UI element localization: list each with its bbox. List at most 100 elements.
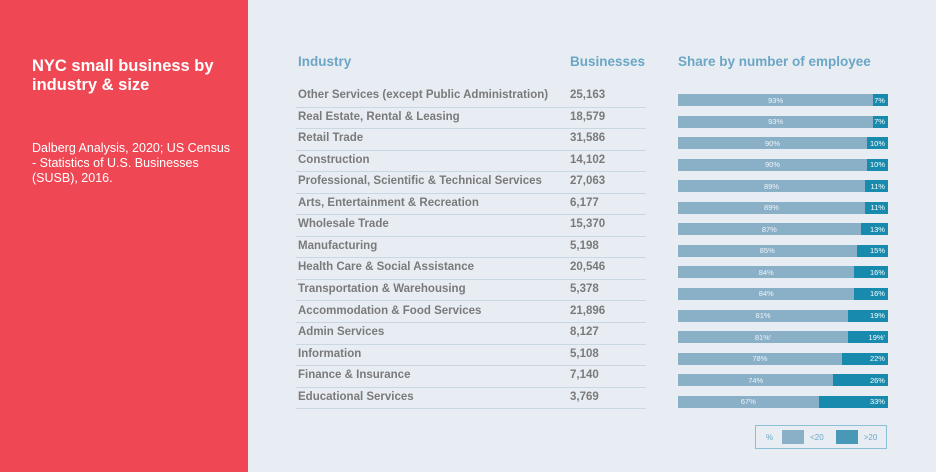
bar-segment-over-20: 15% — [856, 244, 888, 257]
row-divider — [296, 128, 596, 130]
share-bar: 81% 19% — [678, 309, 888, 322]
table-row: Real Estate, Rental & Leasing 18,579 93% 7% — [296, 108, 890, 130]
business-count: 7,140 — [570, 369, 599, 382]
bar-segment-over-20: 7% — [873, 115, 888, 128]
business-count: 14,102 — [570, 153, 606, 166]
table-row: Information 5,108 78% 22% — [296, 345, 890, 367]
industry-name: Other Services (except Public Administra… — [298, 89, 549, 101]
row-divider — [596, 214, 646, 216]
business-count: 20,546 — [570, 261, 606, 274]
table-row: Transportation & Warehousing 5,378 84% 16% — [296, 280, 890, 302]
bar-segment-over-20: 10% — [867, 158, 888, 171]
industry-name: Information — [298, 347, 362, 360]
industry-name: Admin Services — [298, 326, 385, 339]
table-row: Educational Services 3,769 67% 33% — [296, 388, 890, 410]
row-divider — [596, 408, 646, 410]
industry-name: Retail Trade — [298, 132, 364, 145]
bar-segment-under-20: 89% — [678, 180, 865, 193]
row-divider — [296, 235, 596, 237]
share-bar: 78% 22% — [678, 352, 888, 365]
row-divider — [596, 128, 646, 130]
chart-title: NYC small business by industry & size — [32, 57, 214, 94]
business-count: 31,586 — [570, 132, 606, 145]
business-count: 8,127 — [570, 326, 599, 339]
bar-segment-over-20: 13% — [860, 223, 888, 236]
table-row: Retail Trade 31,586 90% 10% — [296, 129, 890, 151]
share-bar: 89% 11% — [678, 180, 888, 193]
share-bar: 84% 16% — [678, 287, 888, 300]
legend-swatch-over-20 — [835, 430, 858, 444]
bar-segment-under-20: 81% — [678, 309, 849, 322]
bar-segment-under-20: 84% — [678, 287, 855, 300]
share-bar: 84% 16% — [678, 266, 888, 279]
bar-segment-under-20: 87% — [678, 223, 861, 236]
share-bar: 90% 10% — [678, 137, 888, 150]
industry-name: Professional, Scientific & Technical Ser… — [298, 175, 542, 188]
row-divider — [596, 322, 646, 323]
row-divider — [296, 106, 596, 108]
bar-segment-over-20: 11% — [864, 180, 888, 193]
bar-segment-over-20: 19%' — [848, 331, 888, 344]
bar-segment-under-20: 74% — [678, 374, 834, 387]
bar-segment-over-20: 11% — [864, 201, 888, 214]
row-divider — [596, 278, 646, 280]
column-header-businesses: Businesses — [570, 54, 646, 69]
bar-segment-under-20: 78% — [678, 352, 842, 365]
industry-name: Transportation & Warehousing — [298, 282, 466, 295]
bar-segment-under-20: 81%' — [678, 331, 849, 344]
legend-label-under-20: <20 — [810, 432, 824, 442]
sidebar-panel: NYC small business by industry & size Da… — [0, 0, 248, 472]
bar-segment-over-20: 10% — [867, 137, 888, 150]
row-divider — [296, 149, 596, 151]
source-note: Dalberg Analysis, 2020; US Census - Stat… — [32, 141, 231, 185]
table-panel: Industry Businesses Share by number of e… — [296, 0, 936, 472]
row-divider — [296, 365, 596, 367]
industry-name: Manufacturing — [298, 239, 378, 252]
share-bar: 74% 26% — [678, 374, 888, 387]
bar-segment-over-20: 19% — [848, 309, 888, 322]
legend-label-over-20: >20 — [863, 432, 878, 442]
table-row: Finance & Insurance 7,140 74% 26% — [296, 366, 890, 388]
bar-segment-under-20: 90% — [678, 137, 867, 150]
business-count: 21,896 — [570, 304, 606, 317]
bar-segment-under-20: 93% — [678, 94, 874, 106]
business-count: 15,370 — [570, 218, 606, 231]
legend-swatch-under-20 — [782, 430, 805, 444]
row-divider — [596, 300, 646, 302]
row-divider — [596, 106, 646, 108]
row-divider — [296, 192, 596, 194]
row-divider — [596, 343, 646, 345]
bar-segment-over-20: 26% — [833, 374, 888, 387]
bar-segment-under-20: 90% — [678, 158, 867, 171]
row-divider — [296, 257, 596, 259]
business-count: 5,108 — [570, 347, 599, 360]
industry-name: Educational Services — [298, 390, 414, 403]
industry-name: Arts, Entertainment & Recreation — [298, 196, 479, 209]
share-bar: 93% 7% — [678, 94, 888, 106]
row-divider — [596, 386, 646, 388]
bar-segment-over-20: 7% — [873, 94, 888, 106]
row-divider — [296, 408, 596, 410]
industry-name: Wholesale Trade — [298, 218, 389, 231]
business-count: 25,163 — [570, 89, 606, 101]
share-bar: 81%' 19%' — [678, 331, 888, 344]
row-divider — [596, 171, 646, 173]
bar-segment-over-20: 16% — [854, 266, 888, 279]
share-bar: 89% 11% — [678, 201, 888, 214]
row-divider — [296, 171, 596, 173]
row-divider — [296, 322, 596, 323]
bar-segment-under-20: 93% — [678, 115, 874, 128]
industry-name: Accommodation & Food Services — [298, 304, 482, 317]
share-bar: 93% 7% — [678, 115, 888, 128]
bar-segment-over-20: 33% — [818, 395, 888, 408]
row-divider — [596, 257, 646, 259]
business-count: 6,177 — [570, 196, 599, 209]
table-row: Construction 14,102 90% 10% — [296, 151, 890, 173]
table-row: Accommodation & Food Services 21,896 81% 19… — [296, 302, 890, 323]
table-row: Wholesale Trade 15,370 87% 13% — [296, 215, 890, 237]
bar-segment-under-20: 84% — [678, 266, 855, 279]
legend-prefix: % — [766, 432, 774, 442]
column-header-industry: Industry — [298, 54, 352, 69]
row-divider — [296, 300, 596, 302]
business-count: 3,769 — [570, 390, 599, 403]
